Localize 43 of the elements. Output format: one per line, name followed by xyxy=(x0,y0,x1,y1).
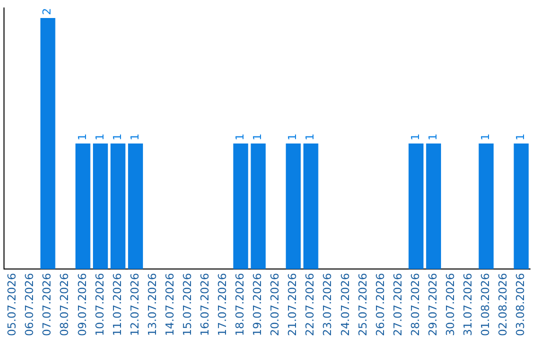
x-tick-label: 26.07.2026 xyxy=(374,273,387,336)
data-label: 1 xyxy=(514,134,528,141)
x-tick-label: 25.07.2026 xyxy=(356,273,370,336)
x-tick-label: 30.07.2026 xyxy=(444,273,457,336)
x-tick-label: 20.07.2026 xyxy=(268,273,282,336)
data-label: 1 xyxy=(408,134,422,141)
data-label: 1 xyxy=(128,134,142,141)
x-tick-label: 12.07.2026 xyxy=(128,273,142,336)
data-label: 1 xyxy=(304,134,317,141)
x-tick-label: 23.07.2026 xyxy=(321,273,334,336)
data-label: 1 xyxy=(110,134,124,141)
data-label: 1 xyxy=(93,134,106,141)
data-label: 1 xyxy=(251,134,264,141)
x-tick-label: 15.07.2026 xyxy=(180,273,194,336)
data-label: 2 xyxy=(40,8,54,16)
x-tick-label: 16.07.2026 xyxy=(198,273,212,336)
x-tick-label: 21.07.2026 xyxy=(286,273,300,336)
x-tick-label: 05.07.2026 xyxy=(6,273,19,336)
data-label: 1 xyxy=(76,134,89,141)
x-tick-label: 14.07.2026 xyxy=(163,273,176,336)
x-tick-label: 10.07.2026 xyxy=(93,273,106,336)
x-tick-label: 17.07.2026 xyxy=(216,273,230,336)
x-tick-label: 18.07.2026 xyxy=(234,273,247,336)
x-tick-label: 29.07.2026 xyxy=(426,273,440,336)
x-tick-label: 28.07.2026 xyxy=(408,273,422,336)
x-tick-label: 19.07.2026 xyxy=(251,273,264,336)
x-tick-label: 01.08.2026 xyxy=(479,273,492,336)
x-tick-label: 22.07.2026 xyxy=(304,273,317,336)
data-label: 1 xyxy=(426,134,440,141)
x-tick-label: 31.07.2026 xyxy=(461,273,474,336)
x-tick-label: 24.07.2026 xyxy=(338,273,352,336)
x-tick-label: 27.07.2026 xyxy=(391,273,404,336)
x-tick-label: 13.07.2026 xyxy=(146,273,159,336)
data-label: 1 xyxy=(286,134,300,141)
data-label: 1 xyxy=(234,134,247,141)
x-tick-label: 09.07.2026 xyxy=(76,273,89,336)
x-tick-label: 02.08.2026 xyxy=(496,273,510,336)
x-tick-label: 03.08.2026 xyxy=(514,273,528,336)
x-tick-label: 06.07.2026 xyxy=(23,273,36,336)
x-tick-label: 11.07.2026 xyxy=(110,273,124,336)
x-tick-label: 07.07.2026 xyxy=(40,273,54,336)
x-tick-label: 08.07.2026 xyxy=(58,273,72,336)
data-label: 1 xyxy=(479,134,492,141)
